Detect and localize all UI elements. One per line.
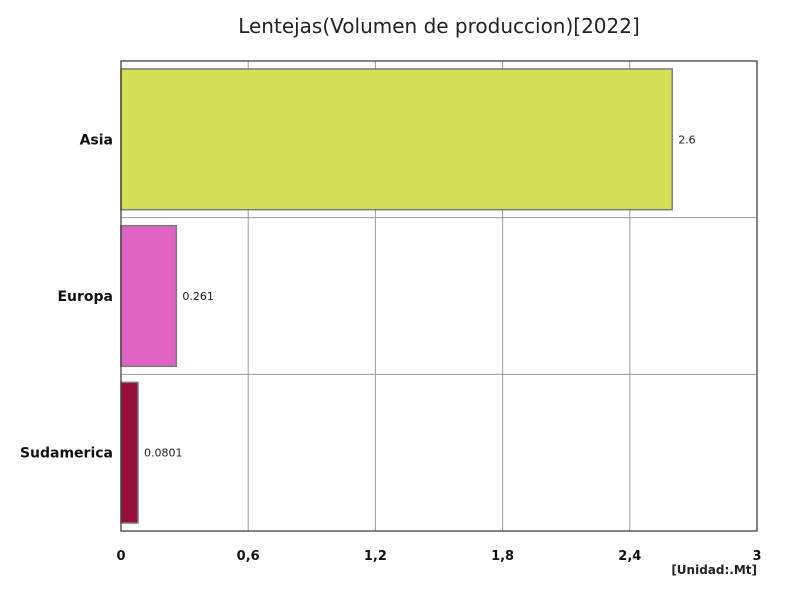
data-label: 0.261 [182,290,214,303]
labels: 2.6 Asia 0.261 Europa 0.0801 Sudamerica 0 0,6 1,… [20,132,762,564]
x-tick-label: 2,4 [618,549,641,564]
bar [120,68,673,211]
unit-label: [Unidad:.Mt] [671,563,757,577]
category-label: Sudamerica [20,446,113,462]
x-tick-label: 0 [116,549,125,564]
plot-frame [120,60,758,532]
x-tick-label: 1,8 [491,549,514,564]
data-label: 0.0801 [144,447,183,460]
category-label: Europa [57,289,113,305]
data-label: 2.6 [678,133,696,146]
bar [120,224,178,368]
bar [120,381,139,524]
category-label: Asia [80,132,113,148]
x-tick-label: 1,2 [364,549,387,564]
bars [120,68,673,524]
chart-title: Lentejas(Volumen de produccion)[2022] [238,14,640,38]
x-tick-label: 3 [752,549,761,564]
x-tick-label: 0,6 [237,549,260,564]
